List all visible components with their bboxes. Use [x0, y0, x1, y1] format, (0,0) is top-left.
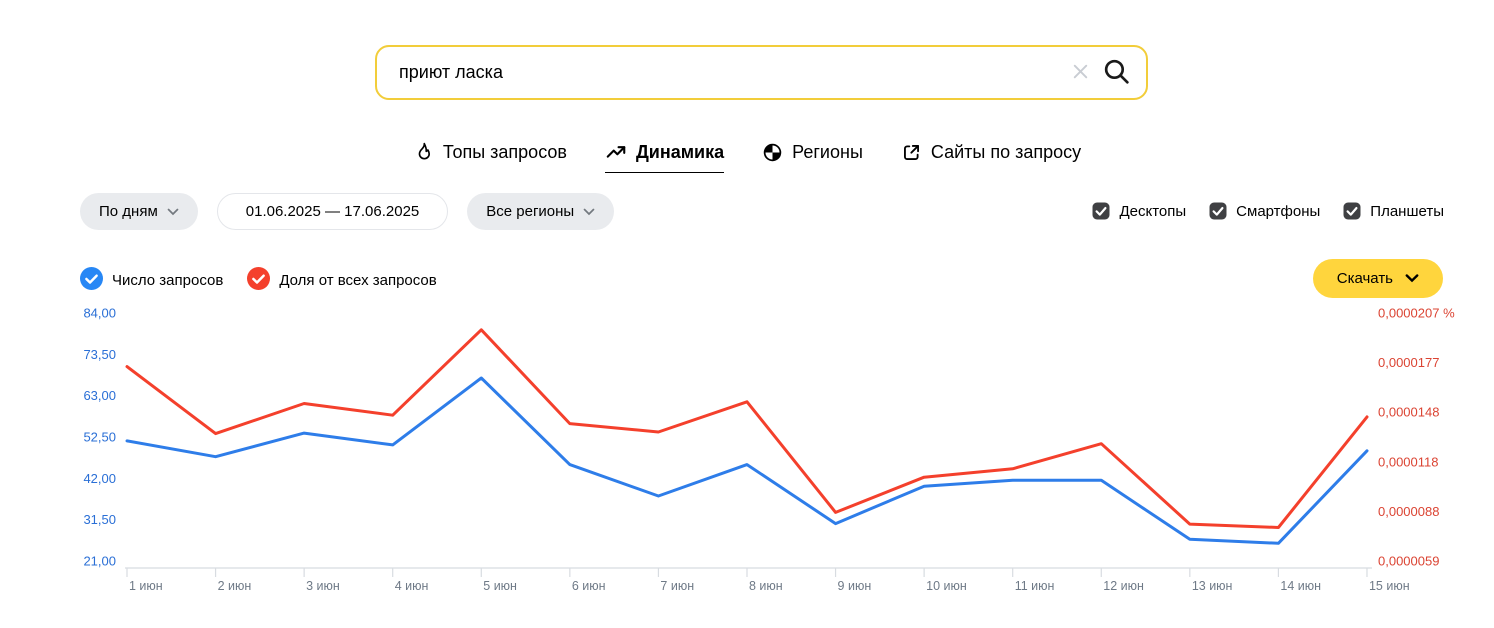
x-axis-label: 5 июн	[483, 579, 517, 593]
legend-item-1[interactable]: Число запросов	[80, 267, 223, 294]
x-axis-label: 6 июн	[572, 579, 606, 593]
checkbox-checked-icon	[1209, 202, 1227, 220]
globe-icon	[762, 142, 783, 163]
series-line-2[interactable]	[125, 328, 1369, 529]
tab-2[interactable]: Динамика	[604, 141, 725, 173]
date-range-picker[interactable]: 01.06.2025 — 17.06.2025	[216, 193, 449, 230]
device-checkbox-label: Смартфоны	[1236, 202, 1321, 220]
y-axis-left-label: 52,50	[83, 430, 116, 445]
download-button[interactable]: Скачать	[1312, 259, 1443, 298]
x-axis-label: 15 июн	[1369, 579, 1410, 593]
chevron-down-icon	[583, 203, 595, 220]
tab-label: Топы запросов	[442, 141, 567, 162]
x-axis-label: 4 июн	[395, 579, 429, 593]
device-checkbox-1[interactable]: Десктопы	[1092, 202, 1186, 220]
x-axis-label: 8 июн	[749, 579, 783, 593]
external-link-icon	[901, 142, 922, 163]
device-filters: Десктопы Смартфоны Планшеты	[1092, 202, 1444, 220]
device-checkbox-3[interactable]: Планшеты	[1343, 202, 1444, 220]
y-axis-right-label: 0,0000148	[1378, 405, 1439, 420]
x-axis-label: 7 июн	[660, 579, 694, 593]
device-checkbox-label: Планшеты	[1370, 202, 1444, 220]
tab-label: Сайты по запросу	[930, 141, 1082, 162]
tab-1[interactable]: Топы запросов	[413, 141, 567, 173]
tab-3[interactable]: Регионы	[762, 141, 863, 173]
x-axis-label: 10 июн	[926, 579, 967, 593]
y-axis-right-label: 0,0000118	[1378, 454, 1439, 469]
search-input[interactable]	[397, 61, 1060, 84]
search-bar	[375, 45, 1148, 100]
series-line-1[interactable]	[125, 376, 1369, 545]
y-axis-left-label: 63,00	[83, 388, 116, 403]
region-dropdown[interactable]: Все регионы	[467, 193, 615, 230]
tabs-row: Топы запросов Динамика Регионы Сайты по зап…	[0, 141, 1494, 173]
close-icon	[1070, 61, 1091, 85]
search-submit-button[interactable]	[1101, 56, 1132, 90]
legend-item-label: Число запросов	[112, 272, 224, 289]
y-axis-right-label: 0,0000059	[1378, 554, 1439, 569]
chevron-down-icon	[167, 203, 179, 220]
device-checkbox-2[interactable]: Смартфоны	[1209, 202, 1320, 220]
date-range-label: 01.06.2025 — 17.06.2025	[245, 203, 420, 220]
y-axis-left-label: 73,50	[83, 347, 116, 362]
download-button-label: Скачать	[1336, 270, 1393, 287]
trending-up-icon	[605, 141, 627, 163]
period-dropdown[interactable]: По дням	[80, 193, 198, 230]
filters-row: По дням 01.06.2025 — 17.06.2025 Все реги…	[80, 193, 615, 230]
legend-check-icon	[80, 267, 103, 294]
y-axis-right-label: 0,0000088	[1378, 504, 1439, 519]
tab-4[interactable]: Сайты по запросу	[901, 141, 1081, 173]
legend-item-2[interactable]: Доля от всех запросов	[247, 267, 437, 294]
checkbox-checked-icon	[1092, 202, 1110, 220]
legend-item-label: Доля от всех запросов	[279, 272, 437, 289]
y-axis-right-label: 0,0000207 %	[1378, 306, 1455, 321]
y-axis-left-label: 84,00	[83, 306, 116, 321]
y-axis-left-label: 31,50	[83, 512, 116, 527]
x-axis-label: 1 июн	[129, 579, 163, 593]
tab-label: Динамика	[635, 141, 725, 162]
legend-check-icon	[247, 267, 271, 294]
dynamics-chart[interactable]: 84,00 73,50 63,00 52,50 42,00 31,50 21,00 0,000…	[0, 300, 1494, 628]
x-axis-label: 2 июн	[218, 579, 252, 593]
tab-label: Регионы	[792, 141, 863, 162]
y-axis-right-label: 0,0000177	[1378, 355, 1439, 370]
x-axis-label: 14 июн	[1280, 579, 1321, 593]
flame-icon	[413, 142, 434, 163]
y-axis-left-label: 21,00	[83, 554, 116, 569]
x-axis-label: 11 июн	[1015, 579, 1055, 593]
magnifier-icon	[1101, 56, 1132, 90]
x-axis-label: 13 июн	[1192, 579, 1233, 593]
x-axis-label: 9 июн	[838, 579, 872, 593]
chevron-down-icon	[1405, 270, 1419, 287]
x-axis-label: 12 июн	[1103, 579, 1144, 593]
checkbox-checked-icon	[1343, 202, 1361, 220]
x-axis-label: 3 июн	[306, 579, 340, 593]
clear-search-button[interactable]	[1070, 61, 1091, 85]
region-dropdown-label: Все регионы	[486, 203, 575, 220]
y-axis-left-label: 42,00	[83, 471, 116, 486]
device-checkbox-label: Десктопы	[1119, 202, 1187, 220]
period-dropdown-label: По дням	[99, 203, 158, 220]
chart-legend: Число запросов Доля от всех запросов	[80, 267, 437, 294]
